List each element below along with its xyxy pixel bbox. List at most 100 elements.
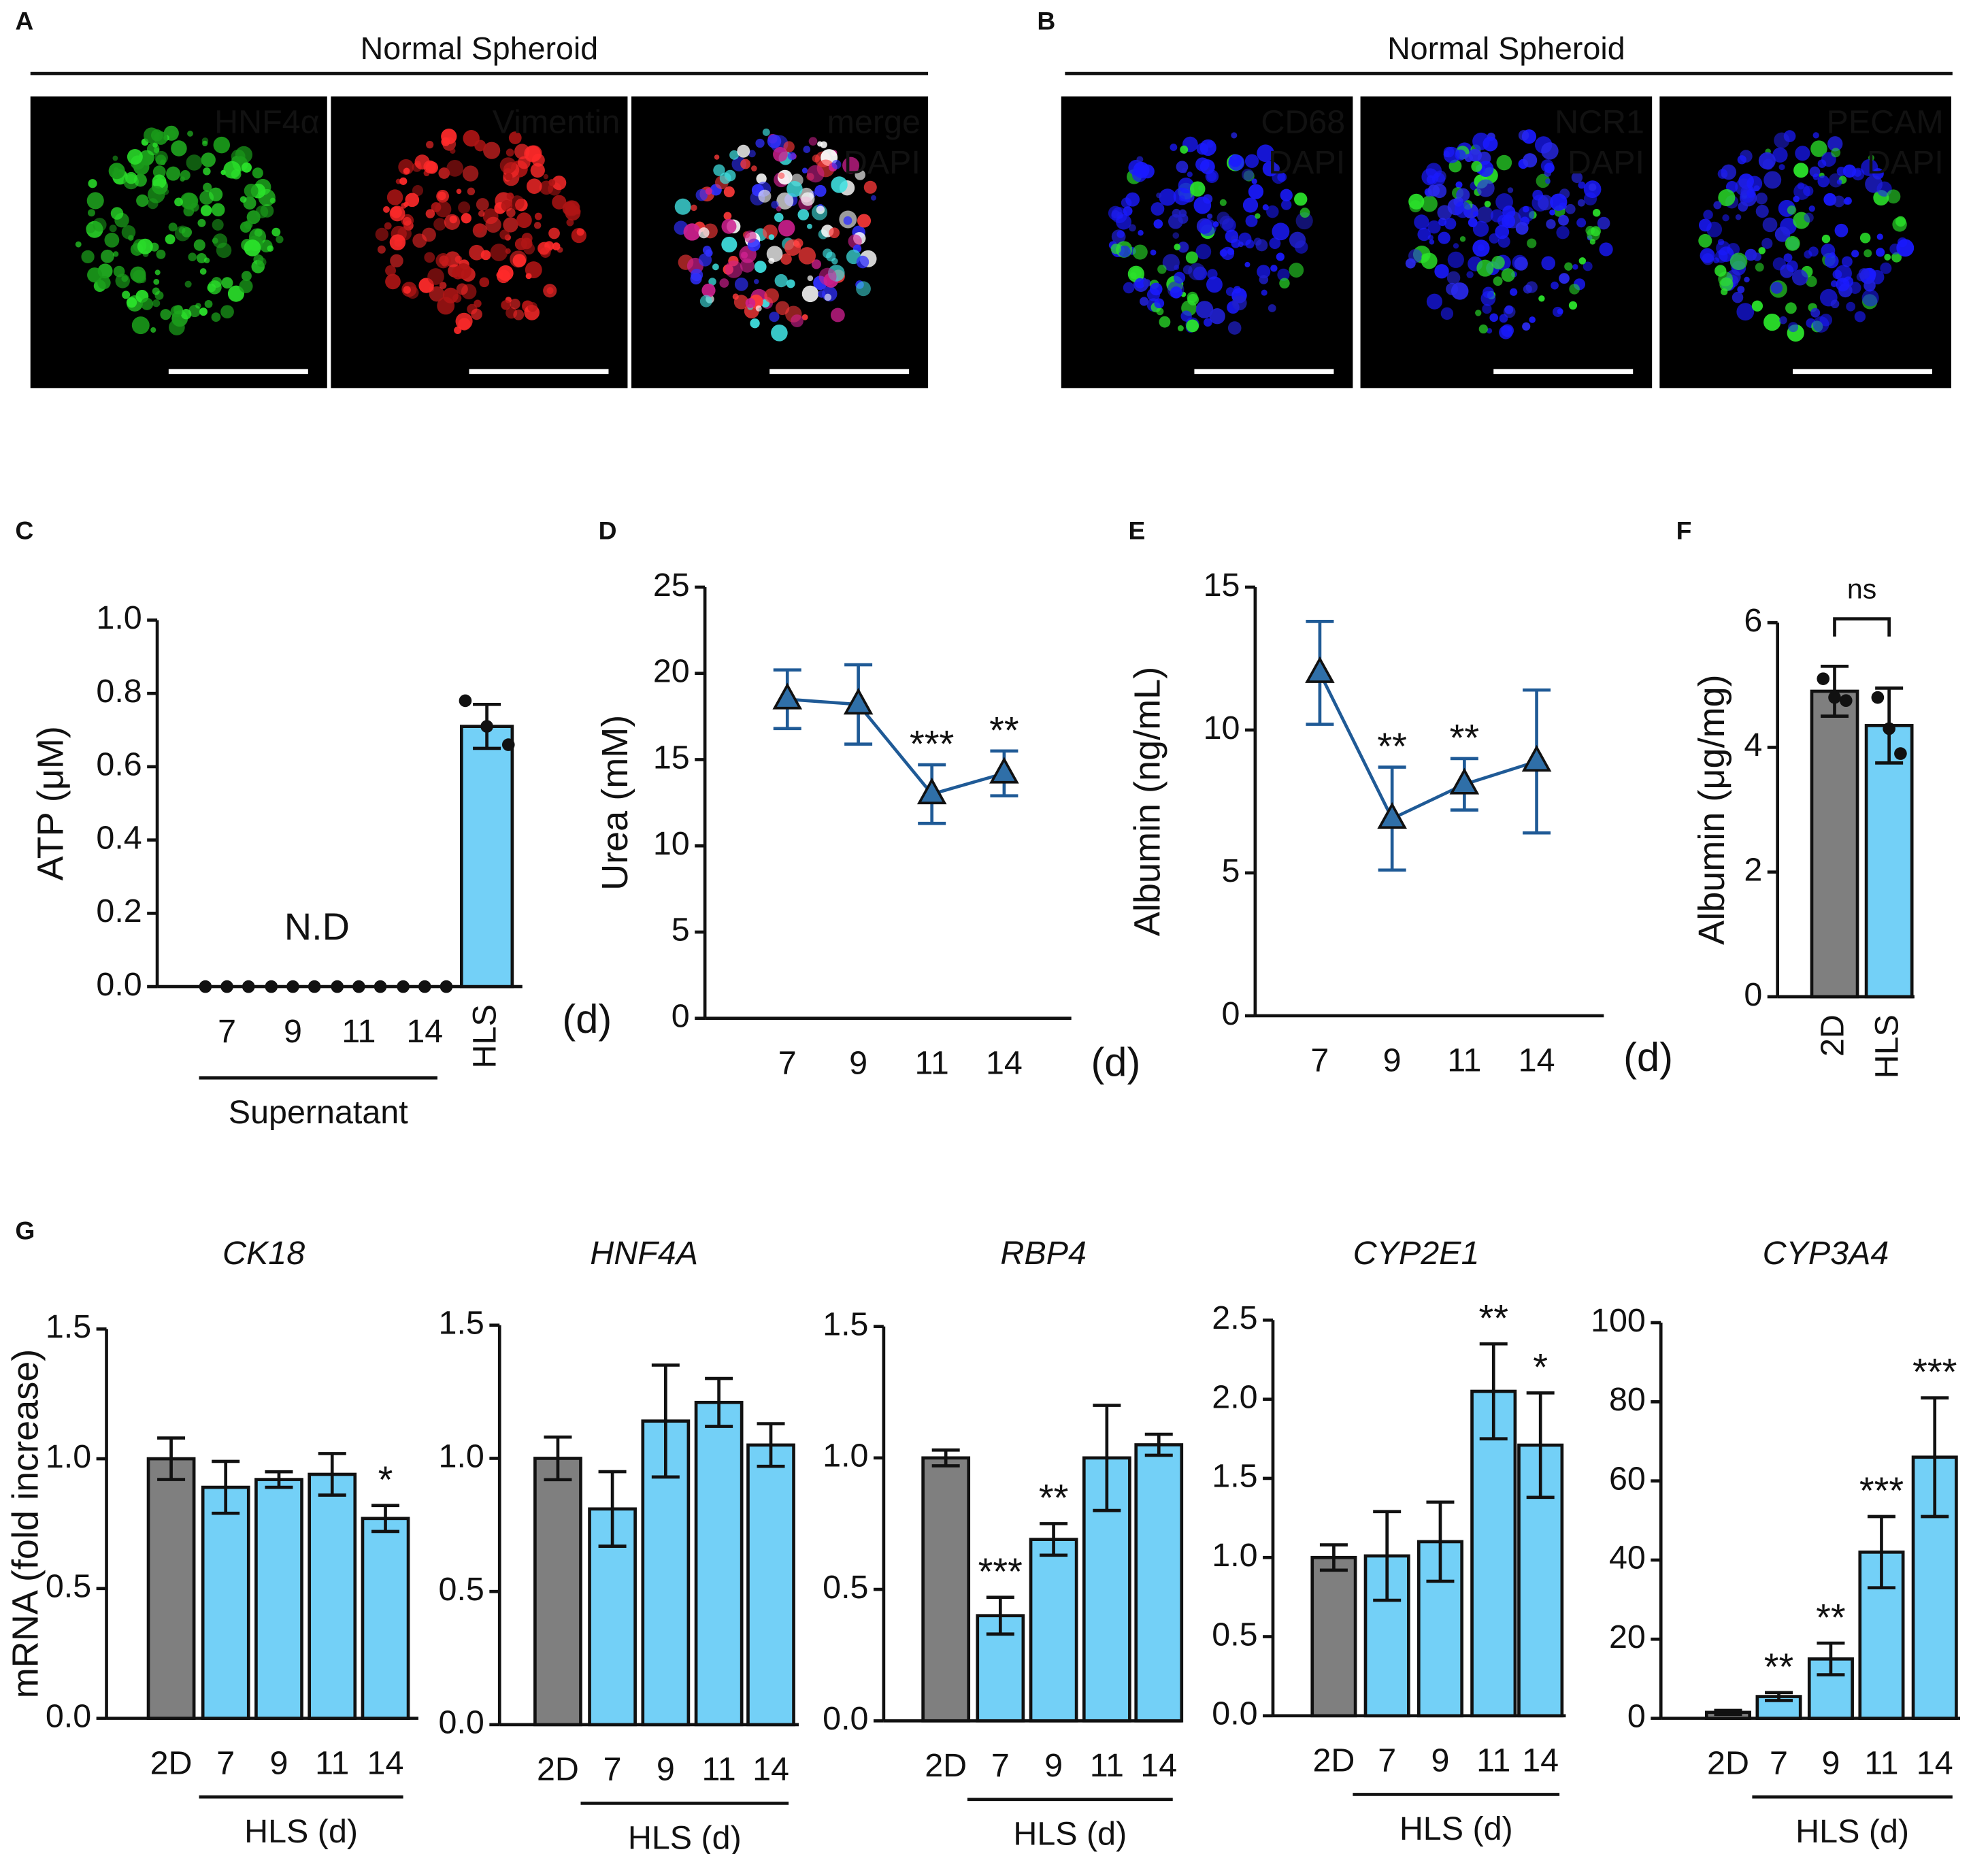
cell xyxy=(1447,251,1464,268)
cell xyxy=(842,156,860,174)
channel-label: DAPI xyxy=(1568,144,1644,181)
cell xyxy=(1231,238,1241,248)
cell xyxy=(243,196,256,210)
y-tick-label: 2.5 xyxy=(1212,1300,1257,1336)
cell xyxy=(1129,272,1137,280)
bar xyxy=(533,1457,582,1727)
x-tick-label: HLS xyxy=(1868,1014,1905,1078)
data-point xyxy=(480,720,493,733)
cell xyxy=(1763,171,1782,189)
cell xyxy=(721,236,738,252)
cell xyxy=(566,218,574,227)
cell xyxy=(1180,310,1192,322)
cell xyxy=(1482,136,1498,152)
cell xyxy=(1763,313,1781,331)
cell xyxy=(1272,222,1290,241)
cell xyxy=(750,318,760,329)
bar xyxy=(459,725,514,989)
cell xyxy=(548,179,556,186)
cell xyxy=(199,191,214,205)
x-tick-label: 11 xyxy=(342,1013,376,1050)
x-tick-label: 11 xyxy=(1864,1744,1898,1781)
cell xyxy=(1244,154,1259,168)
cell xyxy=(1817,175,1829,188)
cell xyxy=(1735,214,1742,220)
y-tick-label: 0.5 xyxy=(1212,1616,1257,1653)
cell xyxy=(856,255,869,269)
cell xyxy=(1134,278,1146,288)
cell xyxy=(1737,155,1746,165)
y-tick-label: 20 xyxy=(653,653,690,690)
unit-label: (d) xyxy=(562,996,612,1042)
cell xyxy=(1571,171,1583,184)
cell xyxy=(510,195,525,210)
cell xyxy=(1143,279,1151,287)
cell xyxy=(462,165,479,182)
cell xyxy=(1471,161,1482,172)
cell xyxy=(774,212,784,222)
cell xyxy=(126,297,137,308)
cell xyxy=(1227,248,1235,256)
cell xyxy=(1259,275,1269,284)
x-tick-label: 2D xyxy=(1814,1014,1851,1057)
data-point xyxy=(220,980,233,993)
x-tick-label: HLS xyxy=(466,1004,503,1068)
cell xyxy=(170,305,183,318)
unit-label: (d) xyxy=(1623,1034,1673,1080)
cell xyxy=(1187,291,1198,303)
panel-letter: G xyxy=(15,1216,35,1245)
cell xyxy=(786,279,795,288)
cell xyxy=(1157,265,1167,274)
data-point xyxy=(1883,722,1895,735)
cell xyxy=(501,300,511,310)
cell xyxy=(764,288,779,303)
cell xyxy=(823,248,833,259)
cell xyxy=(1491,256,1505,269)
chart-title: CYP2E1 xyxy=(1353,1235,1480,1272)
cell xyxy=(1859,232,1871,244)
cell xyxy=(241,271,252,282)
cell xyxy=(168,130,177,139)
y-axis-label: mRNA (fold increase) xyxy=(5,1349,46,1699)
cell xyxy=(1150,202,1165,216)
cell xyxy=(1821,234,1831,244)
cell xyxy=(1255,239,1268,252)
cell xyxy=(766,246,783,262)
cell xyxy=(719,278,729,288)
cell xyxy=(1149,282,1163,296)
y-tick-label: 1.5 xyxy=(439,1305,484,1342)
cell xyxy=(211,277,222,288)
cell xyxy=(1810,140,1827,157)
cell xyxy=(1172,232,1180,239)
cell xyxy=(1195,157,1210,171)
cell xyxy=(1559,273,1570,284)
cell xyxy=(138,275,147,284)
cell xyxy=(458,201,471,214)
data-point xyxy=(1828,691,1841,704)
y-axis-label: Albumin (μg/mg) xyxy=(1691,674,1732,944)
cell xyxy=(870,195,876,201)
cell xyxy=(1736,303,1755,321)
cell xyxy=(1257,144,1274,163)
cell xyxy=(778,220,795,237)
cell xyxy=(745,298,756,308)
cell xyxy=(831,176,848,193)
cell xyxy=(534,212,542,220)
cell xyxy=(449,215,457,224)
cell xyxy=(778,172,785,179)
cell xyxy=(110,207,124,220)
cell xyxy=(1188,263,1206,280)
cell xyxy=(1527,238,1537,248)
cell xyxy=(377,245,386,254)
cell xyxy=(405,193,420,208)
cell xyxy=(1808,205,1815,212)
cell xyxy=(1205,169,1219,183)
cell xyxy=(1136,156,1144,163)
cell xyxy=(403,167,410,174)
panel-letter: B xyxy=(1037,6,1055,35)
panel-title: Normal Spheroid xyxy=(361,31,598,66)
cell xyxy=(1421,253,1429,261)
cell xyxy=(855,169,865,180)
cell xyxy=(88,179,97,188)
bar xyxy=(1082,1456,1131,1723)
